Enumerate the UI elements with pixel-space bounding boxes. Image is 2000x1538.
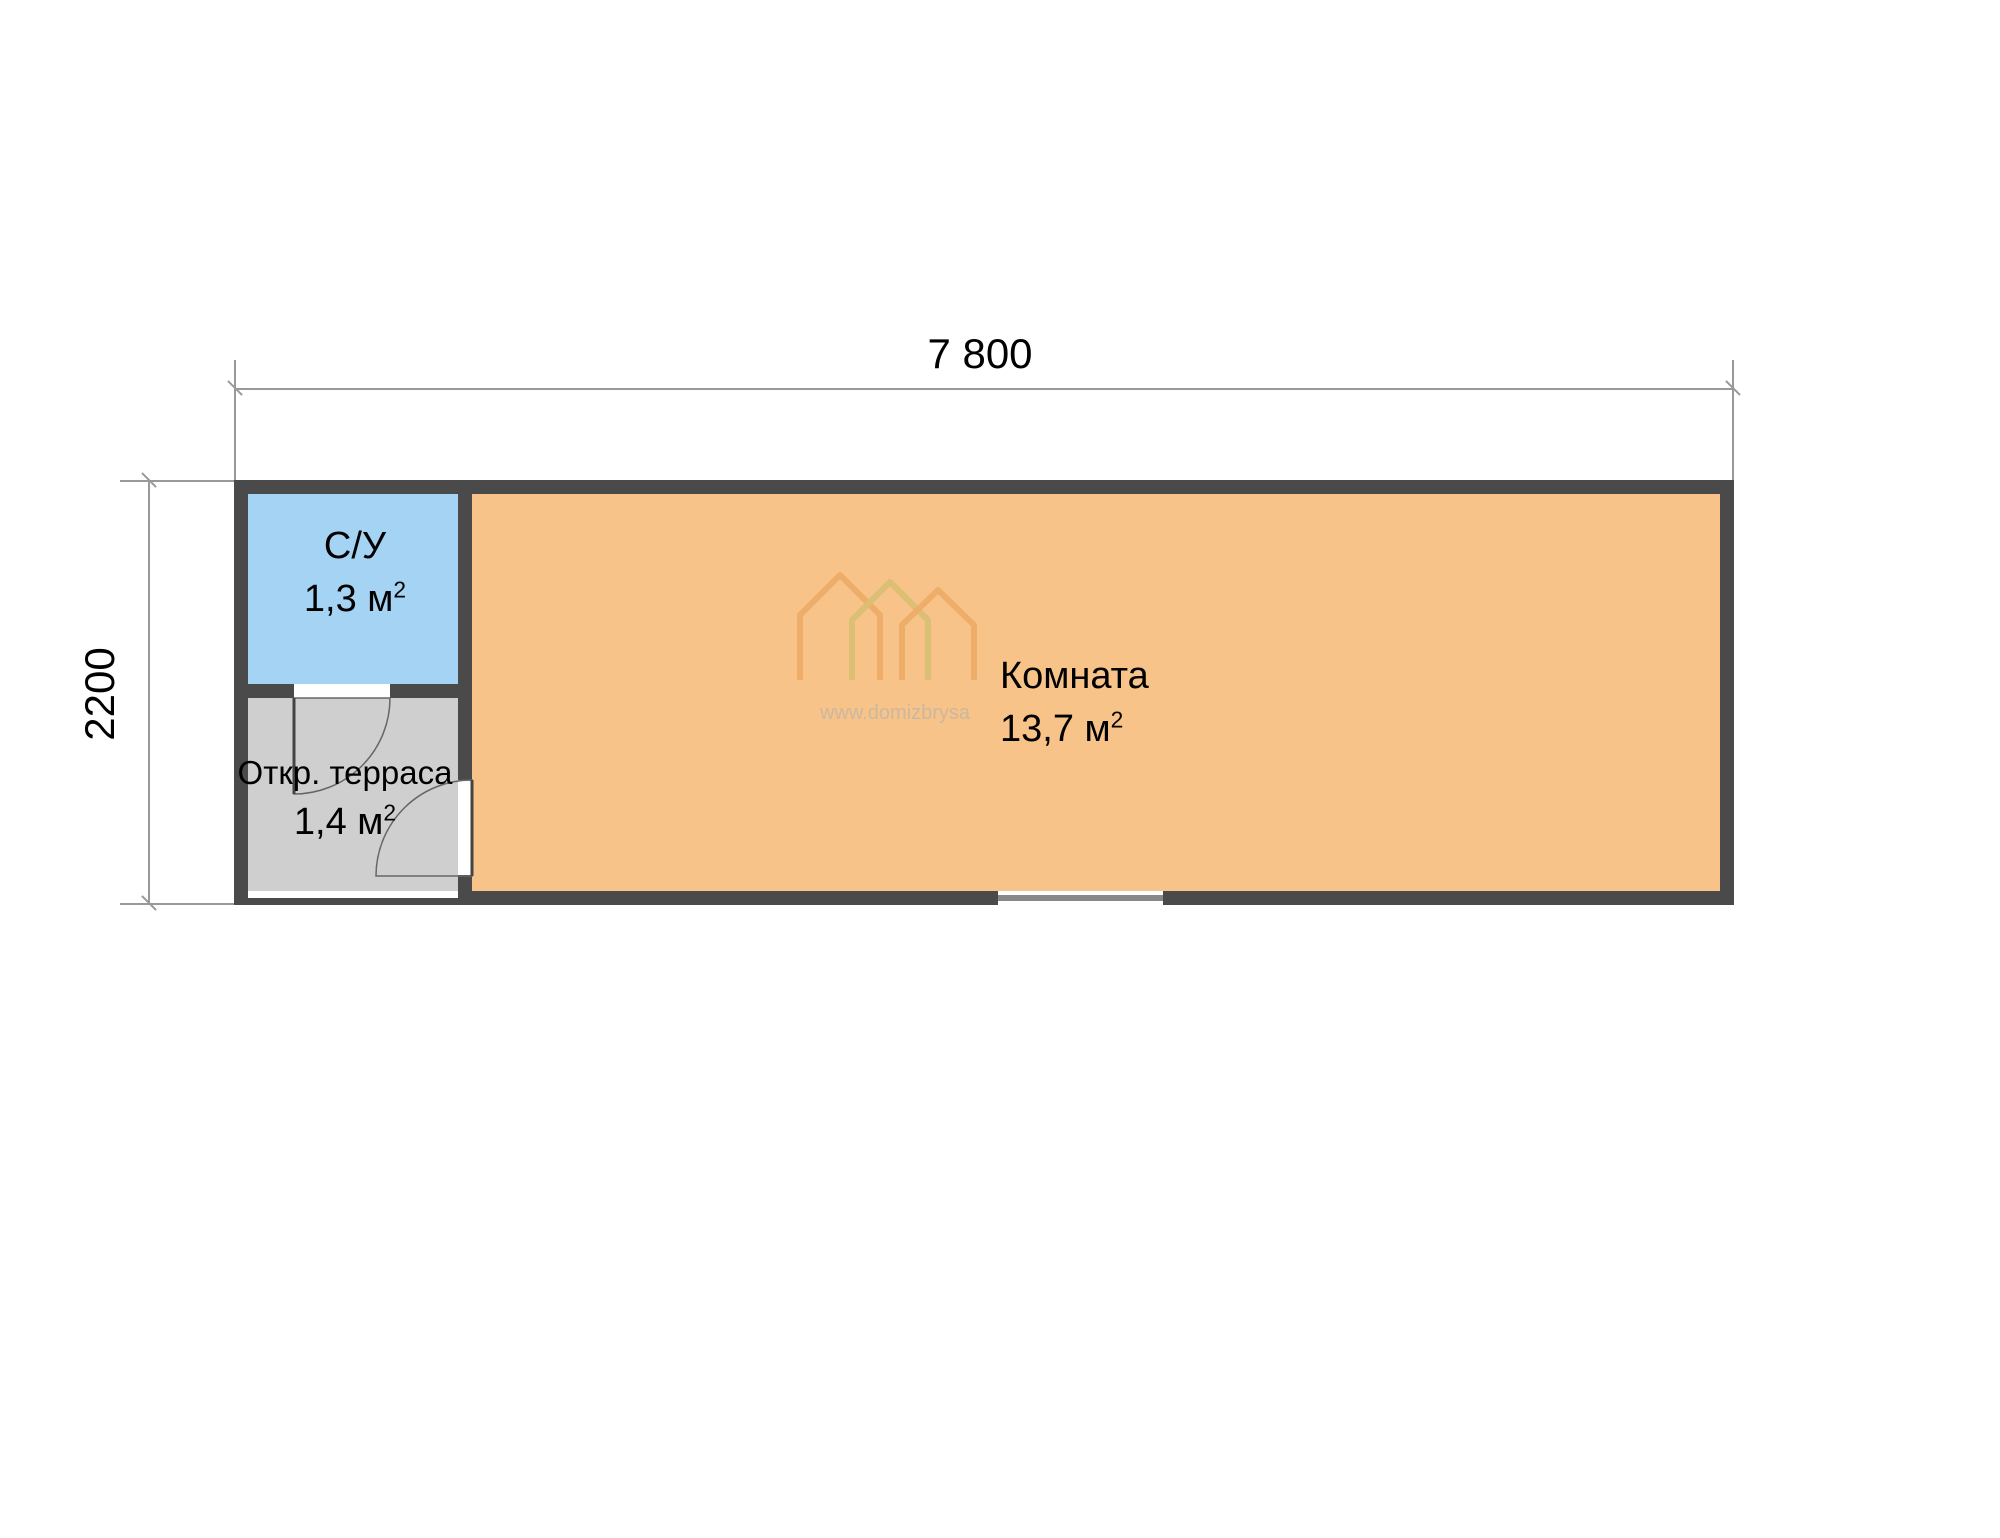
wall-bottom-window-sill xyxy=(998,895,1163,901)
label-terrace: Откр. терраса 1,4 м2 xyxy=(210,750,480,849)
label-bathroom: С/У 1,3 м2 xyxy=(260,520,450,626)
sq-sup: 2 xyxy=(1111,707,1124,733)
wall-bottom-b xyxy=(1163,891,1734,905)
label-main-area: 13,7 м xyxy=(1000,708,1111,750)
sq-sup: 2 xyxy=(383,800,396,826)
dim-vertical-line xyxy=(148,480,150,905)
wall-bottom-a xyxy=(458,891,998,905)
dim-vertical-ext-top xyxy=(120,480,234,482)
label-terrace-name: Откр. терраса xyxy=(238,754,453,791)
wall-inner-horizontal-left xyxy=(234,684,294,698)
wall-inner-vertical-top xyxy=(458,480,472,780)
wall-inner-horizontal-right xyxy=(390,684,472,698)
sq-sup: 2 xyxy=(393,577,406,603)
label-main: Комната 13,7 м2 xyxy=(1000,650,1260,756)
dim-vertical-ext-bot xyxy=(120,903,234,905)
watermark-text: www.domizbrysa xyxy=(820,702,970,725)
wall-terrace-bottom xyxy=(234,898,472,905)
dim-horizontal-label: 7 800 xyxy=(880,330,1080,378)
label-bathroom-area: 1,3 м xyxy=(304,578,394,620)
dim-horizontal-ext-right xyxy=(1732,360,1734,480)
label-main-name: Комната xyxy=(1000,655,1149,697)
watermark-logo xyxy=(790,560,1000,690)
label-bathroom-name: С/У xyxy=(324,525,386,567)
wall-right xyxy=(1720,480,1734,905)
label-terrace-area: 1,4 м xyxy=(294,801,384,843)
dim-vertical-label: 2200 xyxy=(76,634,124,754)
dim-horizontal-line xyxy=(234,388,1734,390)
dim-horizontal-ext-left xyxy=(234,360,236,480)
floorplan-canvas: 7 800 2200 www.domizbrysa xyxy=(0,0,2000,1538)
wall-inner-vertical-bot xyxy=(458,875,472,905)
